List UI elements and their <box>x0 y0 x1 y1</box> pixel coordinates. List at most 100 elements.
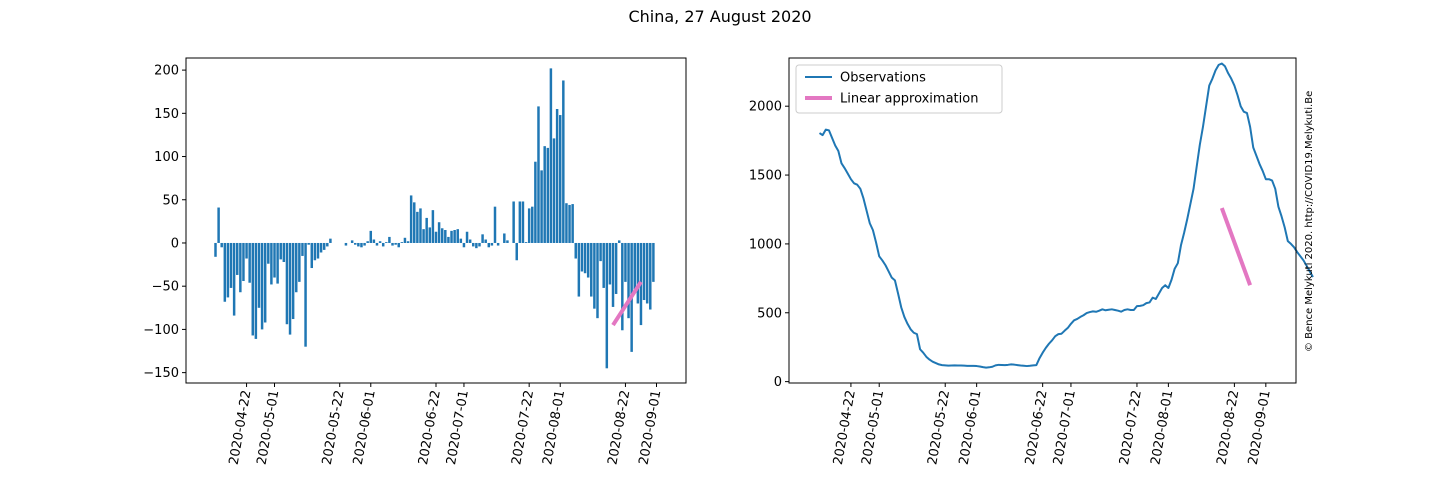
bar <box>496 242 500 246</box>
bar <box>397 242 400 248</box>
x-tick-label: 2020-06-22 <box>416 389 444 466</box>
bar <box>307 242 310 245</box>
y-tick-label: 2000 <box>749 100 782 115</box>
y-tick-label: 50 <box>162 193 179 208</box>
bar <box>549 68 553 243</box>
bar <box>506 240 509 243</box>
bar <box>580 242 584 272</box>
bar <box>428 227 432 243</box>
y-tick-label: 200 <box>154 64 179 79</box>
x-tick-label: 2020-05-22 <box>925 389 953 466</box>
bar <box>260 242 264 330</box>
bar <box>279 242 282 260</box>
bar <box>217 207 220 243</box>
bar <box>220 242 223 248</box>
bar <box>270 242 273 285</box>
bar <box>512 201 515 243</box>
bar <box>254 242 258 339</box>
y-tick-label: −150 <box>143 366 179 381</box>
bar <box>406 241 410 243</box>
x-tick-label: 2020-04-22 <box>831 389 859 466</box>
x-tick-label: 2020-05-22 <box>320 389 348 466</box>
bar <box>310 242 314 269</box>
bar <box>565 203 568 243</box>
bar <box>391 242 394 246</box>
bar <box>326 242 329 247</box>
bar <box>400 242 404 243</box>
bar <box>531 206 534 243</box>
bar <box>434 231 438 243</box>
bar <box>472 242 475 247</box>
bar <box>437 222 441 243</box>
bar <box>242 242 245 281</box>
bar <box>444 230 447 243</box>
bar <box>577 242 581 297</box>
bar <box>214 242 217 257</box>
bar <box>409 195 413 243</box>
bar <box>636 242 640 304</box>
bar <box>357 242 360 247</box>
bar <box>614 242 618 294</box>
bar <box>419 208 422 243</box>
bar <box>263 242 267 323</box>
bar <box>375 242 379 246</box>
bar <box>282 242 286 262</box>
linear-approximation-line <box>611 280 643 327</box>
bar <box>503 233 506 243</box>
bar <box>459 238 463 243</box>
bar <box>642 242 646 301</box>
legend-label: Observations <box>840 71 926 86</box>
x-tick-label: 2020-08-01 <box>540 389 568 466</box>
x-tick-label: 2020-08-22 <box>1214 389 1242 466</box>
bar <box>413 202 416 243</box>
bar <box>363 242 366 246</box>
y-tick-label: −100 <box>143 323 179 338</box>
x-tick-label: 2020-08-01 <box>1148 389 1176 466</box>
bar <box>267 242 270 264</box>
y-tick-label: 500 <box>757 306 782 321</box>
bar <box>621 242 624 331</box>
bar <box>574 242 577 259</box>
bar <box>288 242 292 335</box>
bar <box>558 115 562 243</box>
bar <box>291 242 295 320</box>
bar <box>583 242 587 274</box>
bar <box>593 242 596 309</box>
axes-frame <box>185 57 687 384</box>
bar <box>416 211 419 243</box>
bar <box>313 242 317 261</box>
bar <box>534 161 537 243</box>
bar <box>543 146 546 243</box>
bar <box>652 242 655 282</box>
bar <box>422 229 425 243</box>
bar <box>425 217 428 243</box>
bar <box>586 242 590 278</box>
bar <box>295 242 298 293</box>
bar <box>316 242 320 259</box>
observations-line <box>818 62 1314 369</box>
bar <box>223 242 227 302</box>
bar <box>571 204 574 243</box>
bar <box>602 242 605 288</box>
x-tick-label: 2020-07-22 <box>1117 389 1145 466</box>
x-tick-label: 2020-06-01 <box>351 389 379 466</box>
x-tick-label: 2020-07-22 <box>509 389 537 466</box>
bar <box>462 242 466 248</box>
bar <box>403 237 407 243</box>
bar <box>251 242 255 336</box>
x-tick-label: 2020-05-01 <box>859 389 887 466</box>
bar <box>301 242 304 256</box>
y-tick-label: −50 <box>152 280 179 295</box>
right-chart: 0 500 1000 1500 2000 2020-04-22 2020-05-01 2020… <box>749 57 1314 466</box>
bar <box>493 206 497 243</box>
bar <box>245 242 248 259</box>
bar <box>617 240 621 243</box>
bar <box>298 242 301 282</box>
bar <box>369 230 373 243</box>
bar <box>431 210 435 243</box>
bar <box>552 138 556 243</box>
bar <box>562 80 565 243</box>
bar <box>329 238 332 243</box>
bar <box>611 242 615 307</box>
